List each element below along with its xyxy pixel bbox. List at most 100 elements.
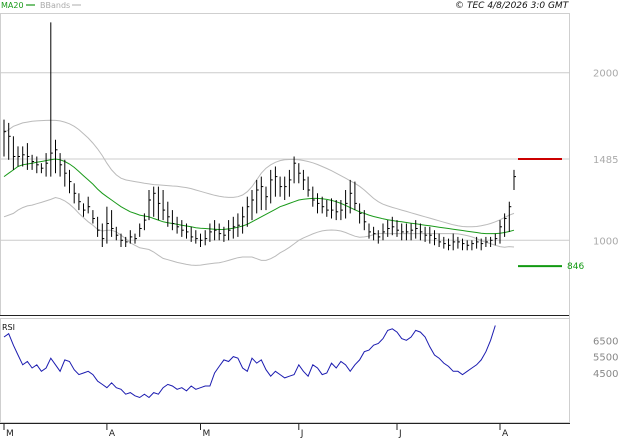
price-bar: [209, 223, 212, 242]
price-tick-label: 2000: [593, 69, 618, 80]
price-bar: [410, 223, 414, 241]
price-bar: [485, 236, 488, 247]
rsi-tick-label: 5500: [593, 353, 618, 364]
price-bar: [265, 186, 268, 211]
price-bar: [129, 230, 133, 244]
price-bar: [494, 233, 498, 246]
price-bar: [139, 223, 142, 237]
price-bars: [3, 22, 516, 251]
price-tick-label: 1485: [593, 155, 618, 166]
price-bar: [452, 233, 456, 251]
price-bar: [363, 210, 367, 231]
price-bar: [157, 186, 161, 221]
price-bar: [274, 166, 278, 197]
price-bar: [288, 169, 292, 197]
rsi-panel-frame: [0, 318, 570, 423]
price-bar: [307, 176, 311, 197]
price-bar: [195, 230, 198, 244]
price-bar: [22, 146, 25, 167]
price-bar: [462, 238, 465, 251]
price-bar: [448, 238, 451, 251]
price-bar: [73, 183, 77, 204]
price-bar: [8, 122, 11, 160]
price-bar: [223, 226, 226, 242]
price-bar: [457, 236, 460, 249]
bbands-upper-line: [3, 119, 515, 228]
price-bar: [218, 223, 222, 241]
price-bar: [377, 230, 381, 244]
price-bar: [171, 210, 175, 231]
price-bar: [97, 216, 100, 237]
price-bar: [87, 196, 91, 214]
x-tick-label: J: [300, 429, 304, 439]
price-bar: [298, 163, 301, 184]
price-bar: [83, 203, 86, 217]
price-bar: [228, 220, 231, 241]
price-bar: [251, 190, 254, 221]
price-bar: [134, 233, 137, 244]
price-bar: [214, 220, 217, 241]
price-bar: [382, 223, 385, 241]
price-bar: [17, 146, 20, 167]
price-bar: [36, 156, 39, 174]
price-bar: [401, 223, 404, 241]
price-bar: [396, 220, 399, 237]
price-bar: [504, 213, 507, 237]
price-bar: [204, 230, 208, 246]
price-bar: [359, 203, 362, 224]
price-bar: [59, 153, 63, 177]
price-bar: [279, 176, 283, 197]
price-bar: [471, 240, 474, 251]
price-bar: [45, 153, 49, 177]
price-bar: [331, 198, 334, 219]
bbands-lower-line: [3, 196, 515, 266]
price-bar: [246, 196, 250, 227]
price-bar: [78, 193, 81, 211]
price-bar: [153, 186, 156, 217]
price-tick-label: 1000: [593, 236, 618, 247]
price-bar: [419, 223, 423, 241]
price-bar: [120, 233, 123, 247]
price-bar: [143, 213, 147, 231]
copyright-symbol: ©: [455, 1, 464, 11]
price-bar: [317, 193, 320, 214]
price-bar: [101, 223, 105, 247]
price-bar: [186, 223, 189, 239]
price-bar: [321, 196, 325, 214]
price-bar: [349, 179, 353, 214]
price-bar: [125, 236, 128, 247]
price-panel-frame: [0, 13, 570, 316]
price-bar: [391, 216, 395, 236]
price-bar: [284, 176, 287, 200]
price-bar: [429, 226, 432, 244]
price-bar: [232, 216, 236, 239]
price-bar: [181, 220, 184, 237]
price-bar: [40, 163, 44, 174]
price-bar: [434, 230, 437, 246]
price-bar: [508, 201, 512, 232]
rsi-line: [3, 325, 496, 399]
price-bar: [354, 181, 357, 211]
price-bar: [270, 169, 273, 204]
rsi-tick-label: 6500: [593, 336, 618, 347]
price-bar: [148, 190, 151, 221]
price-bar: [405, 223, 409, 241]
price-bar: [92, 210, 95, 224]
price-bar: [200, 233, 203, 247]
price-bar: [340, 200, 343, 221]
data-source-timestamp: TEC 4/8/2026 3:0 GMT: [467, 1, 570, 11]
price-bar: [12, 136, 16, 170]
x-tick-label: A: [109, 429, 116, 439]
price-bar: [368, 223, 371, 239]
price-bar: [312, 186, 315, 207]
x-tick-label: J: [398, 429, 402, 439]
rsi-tick-label: 4500: [593, 369, 618, 380]
x-tick-label: A: [502, 429, 509, 439]
ma20-series: [3, 158, 515, 235]
price-bar: [438, 233, 442, 247]
price-bar: [31, 154, 35, 170]
price-bar: [302, 169, 306, 190]
price-bar: [480, 238, 484, 251]
